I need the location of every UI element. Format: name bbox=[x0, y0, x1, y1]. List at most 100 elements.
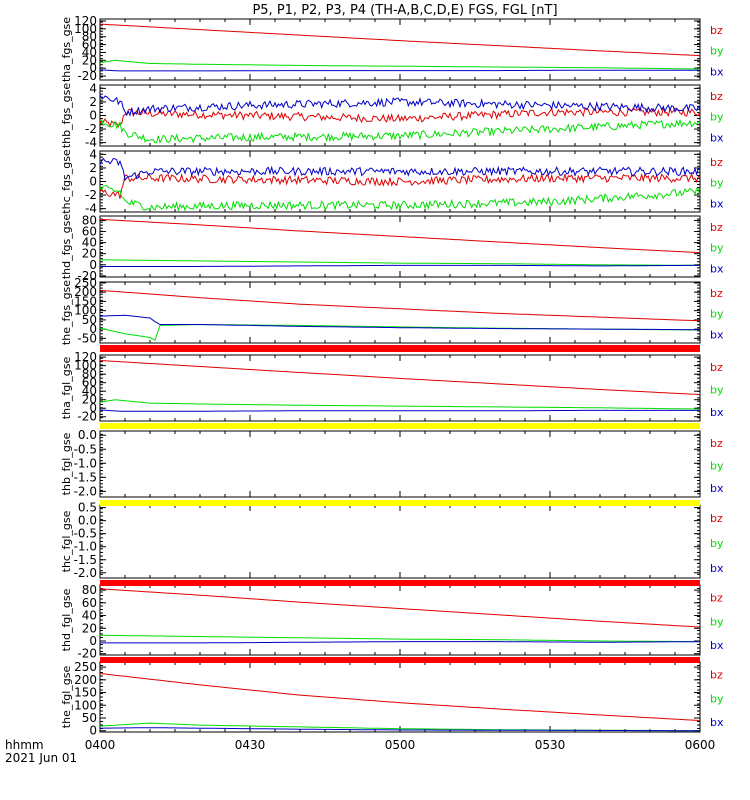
series-line-bz bbox=[99, 218, 701, 254]
y-tick-label: 0 bbox=[89, 109, 97, 123]
legend-by: by bbox=[710, 692, 724, 705]
series-line-bz bbox=[99, 23, 701, 57]
y-tick-label: 0 bbox=[89, 322, 97, 336]
y-axis-label: tha_fgs_gse bbox=[60, 17, 73, 82]
y-tick-label: -0.5 bbox=[74, 442, 97, 456]
legend-by: by bbox=[710, 111, 724, 124]
y-tick-label: -4 bbox=[85, 202, 97, 216]
y-tick-label: 2 bbox=[89, 161, 97, 175]
y-tick-label: 40 bbox=[82, 609, 97, 623]
y-tick-label: 150 bbox=[74, 686, 97, 700]
y-tick-label: 80 bbox=[82, 30, 97, 44]
y-tick-label: -2.0 bbox=[74, 566, 97, 580]
y-axis-label: thd_fgl_gse bbox=[60, 588, 73, 651]
y-axis-label: thc_fgs_gse bbox=[60, 149, 73, 214]
legend-bx: bx bbox=[710, 65, 724, 78]
legend-bx: bx bbox=[710, 482, 724, 495]
legend-bz: bz bbox=[710, 221, 723, 234]
legend-bx: bx bbox=[710, 328, 724, 341]
legend-bz: bz bbox=[710, 361, 723, 374]
y-tick-label: 40 bbox=[82, 45, 97, 59]
legend-bz: bz bbox=[710, 287, 723, 300]
quality-flag-bar bbox=[100, 657, 700, 663]
y-tick-label: 0 bbox=[89, 258, 97, 272]
y-tick-label: 0 bbox=[89, 724, 97, 738]
plot-title: P5, P1, P2, P3, P4 (TH-A,B,C,D,E) FGS, F… bbox=[252, 3, 557, 18]
series-line-bz bbox=[99, 289, 701, 322]
series-line-bx bbox=[100, 641, 701, 644]
x-tick-label: 0600 bbox=[685, 738, 716, 752]
legend-bz: bz bbox=[710, 437, 723, 450]
series-line-bx bbox=[99, 94, 701, 117]
legend-by: by bbox=[710, 615, 724, 628]
series-line-bz bbox=[99, 588, 701, 628]
y-tick-label: 100 bbox=[74, 698, 97, 712]
y-tick-label: -2 bbox=[85, 188, 97, 202]
y-axis-label: thb_fgl_gse bbox=[60, 432, 73, 495]
panel-thc_fgl_gse: -2.0-1.5-1.0-0.50.00.5 thc_fgl_gse bz by bx bbox=[60, 501, 724, 580]
y-tick-label: 40 bbox=[82, 236, 97, 250]
legend-bz: bz bbox=[710, 24, 723, 37]
y-tick-label: 60 bbox=[82, 38, 97, 52]
panel-frame bbox=[99, 150, 701, 213]
series-line-bz bbox=[99, 673, 701, 721]
y-axis-label: thb_fgs_gse bbox=[60, 83, 73, 149]
series-line-by bbox=[99, 399, 701, 410]
y-tick-label: -50 bbox=[77, 331, 97, 345]
series-line-bz bbox=[99, 106, 701, 129]
legend-by: by bbox=[710, 383, 724, 396]
series-line-by bbox=[99, 118, 701, 144]
legend-bx: bx bbox=[710, 197, 724, 210]
x-tick-label: 0430 bbox=[235, 738, 266, 752]
legend-by: by bbox=[710, 45, 724, 58]
y-tick-label: 0 bbox=[89, 634, 97, 648]
legend-by: by bbox=[710, 308, 724, 321]
y-tick-label: 2 bbox=[89, 95, 97, 109]
y-tick-label: 20 bbox=[82, 621, 97, 635]
y-tick-label: 200 bbox=[74, 673, 97, 687]
y-axis-label: the_fgl_gse bbox=[60, 666, 73, 729]
panel-frame bbox=[99, 661, 701, 733]
legend-bx: bx bbox=[710, 716, 724, 729]
time-format-label: hhmm bbox=[5, 738, 44, 752]
y-tick-label: 0.0 bbox=[78, 514, 97, 528]
panel-thb_fgl_gse: -2.0-1.5-1.0-0.50.0 thb_fgl_gse bz by bx bbox=[60, 428, 724, 498]
legend-bz: bz bbox=[710, 669, 723, 682]
y-tick-label: -1.5 bbox=[74, 470, 97, 484]
y-tick-label: 4 bbox=[89, 147, 97, 161]
series-line-bz bbox=[99, 172, 701, 199]
y-tick-label: -2.0 bbox=[74, 484, 97, 498]
legend-bx: bx bbox=[710, 562, 724, 575]
panel-frame bbox=[99, 281, 701, 344]
y-tick-label: 120 bbox=[74, 14, 97, 28]
series-line-bx bbox=[99, 69, 700, 72]
y-tick-label: 80 bbox=[82, 583, 97, 597]
y-tick-label: 50 bbox=[82, 711, 97, 725]
panel-frame bbox=[99, 430, 701, 498]
y-tick-label: 60 bbox=[82, 225, 97, 239]
y-axis-label: thc_fgl_gse bbox=[60, 510, 73, 572]
quality-flag-bar bbox=[100, 423, 700, 429]
y-axis-label: thd_fgs_gse bbox=[60, 214, 73, 280]
legend-bz: bz bbox=[710, 156, 723, 169]
date-label: 2021 Jun 01 bbox=[5, 751, 77, 765]
y-tick-label: -20 bbox=[77, 269, 97, 283]
y-tick-label: 0 bbox=[89, 175, 97, 189]
legend-bx: bx bbox=[710, 262, 724, 275]
series-line-by bbox=[100, 634, 700, 643]
series-line-bx bbox=[99, 409, 700, 412]
y-tick-label: -2 bbox=[85, 122, 97, 136]
legend-bx: bx bbox=[710, 131, 724, 144]
legend-bz: bz bbox=[710, 592, 723, 605]
y-tick-label: 20 bbox=[82, 393, 97, 407]
y-tick-label: 80 bbox=[82, 213, 97, 227]
y-tick-label: -20 bbox=[77, 410, 97, 424]
